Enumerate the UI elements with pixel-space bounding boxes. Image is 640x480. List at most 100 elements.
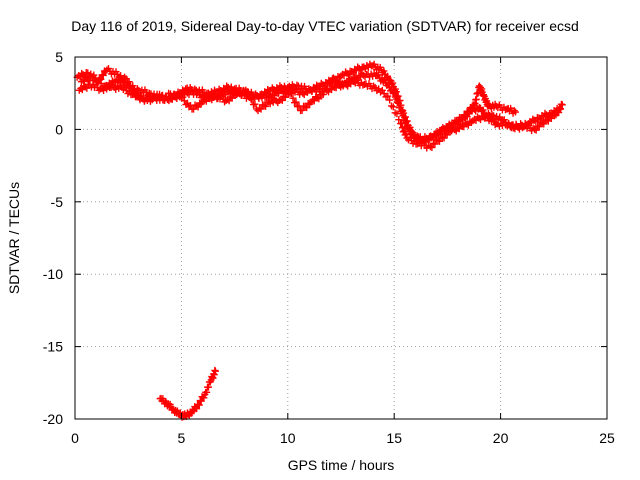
data-point [492, 102, 500, 110]
data-point [313, 94, 321, 102]
data-point [532, 126, 540, 134]
data-point [399, 112, 407, 120]
data-point [149, 93, 157, 101]
data-point [350, 78, 358, 86]
data-point [396, 103, 404, 111]
data-point [211, 367, 219, 375]
data-point [515, 125, 523, 133]
data-point [380, 67, 388, 75]
data-point [125, 78, 133, 86]
plot-frame [74, 56, 608, 420]
data-point [99, 71, 107, 79]
data-point [195, 401, 203, 409]
y-tick-label: -10 [43, 266, 63, 282]
data-point [439, 133, 447, 141]
data-point [505, 120, 513, 128]
data-point [322, 85, 330, 93]
data-point [281, 93, 289, 101]
data-point [443, 131, 451, 139]
y-axis-title: SDTVAR / TECUs [6, 182, 22, 294]
data-points [73, 60, 566, 421]
data-point [300, 102, 308, 110]
x-tick-label: 15 [386, 430, 402, 446]
data-point [428, 144, 436, 152]
data-point [303, 104, 311, 112]
data-point [301, 103, 309, 111]
data-point [510, 107, 518, 115]
x-tick-label: 10 [280, 430, 296, 446]
data-point [397, 120, 405, 128]
y-tick-label: 0 [55, 121, 63, 137]
data-point [292, 98, 300, 106]
data-point [309, 96, 317, 104]
data-point [540, 120, 548, 128]
data-point [479, 106, 487, 114]
data-point [298, 106, 306, 114]
data-point [435, 137, 443, 145]
data-point [440, 134, 448, 142]
data-point [336, 78, 344, 86]
data-point [191, 85, 199, 93]
data-point [457, 121, 465, 129]
data-point [243, 88, 251, 96]
data-point [287, 90, 295, 98]
data-point [427, 134, 435, 142]
data-point [251, 100, 259, 108]
data-point [355, 64, 363, 72]
data-point [426, 143, 434, 151]
data-point [130, 86, 138, 94]
data-point [264, 86, 272, 94]
x-axis-title: GPS time / hours [288, 457, 395, 473]
data-point [193, 405, 201, 413]
data-point [532, 117, 540, 125]
data-point [364, 63, 372, 71]
data-point [277, 95, 285, 103]
data-point [558, 101, 566, 109]
data-point [190, 105, 198, 113]
data-point [162, 92, 170, 100]
data-point [429, 139, 437, 147]
data-point [194, 103, 202, 111]
data-point [386, 96, 394, 104]
data-point [313, 81, 321, 89]
data-point [121, 73, 129, 81]
data-point [202, 97, 210, 105]
data-point [196, 99, 204, 107]
data-point [432, 132, 440, 140]
data-point [374, 71, 382, 79]
data-point [384, 72, 392, 80]
data-point [370, 82, 378, 90]
data-point [395, 116, 403, 124]
data-point [430, 131, 438, 139]
data-point [555, 109, 563, 117]
data-point [389, 79, 397, 87]
data-point [112, 85, 120, 93]
x-tick-label: 25 [599, 430, 615, 446]
data-point [488, 111, 496, 119]
data-point [384, 80, 392, 88]
data-point [266, 100, 274, 108]
data-point [103, 66, 111, 74]
data-point [304, 99, 312, 107]
data-point [333, 77, 341, 85]
data-point [393, 110, 401, 118]
data-point [131, 91, 139, 99]
data-point [246, 91, 254, 99]
data-point [534, 122, 542, 130]
data-point [193, 102, 201, 110]
data-point [260, 102, 268, 110]
data-point [83, 84, 91, 92]
x-tick-label: 5 [178, 430, 186, 446]
data-point [257, 105, 265, 113]
series-track-c [77, 73, 566, 152]
data-point [182, 85, 190, 93]
axis-ticks: 0 5 10 15 20 25 5 0 -5 -10 -15 -20 [43, 49, 615, 446]
data-point [259, 101, 267, 109]
data-point [223, 82, 231, 90]
data-point [84, 69, 92, 77]
data-point [289, 94, 297, 102]
data-point [431, 140, 439, 148]
data-point [280, 92, 288, 100]
data-point [319, 90, 327, 98]
